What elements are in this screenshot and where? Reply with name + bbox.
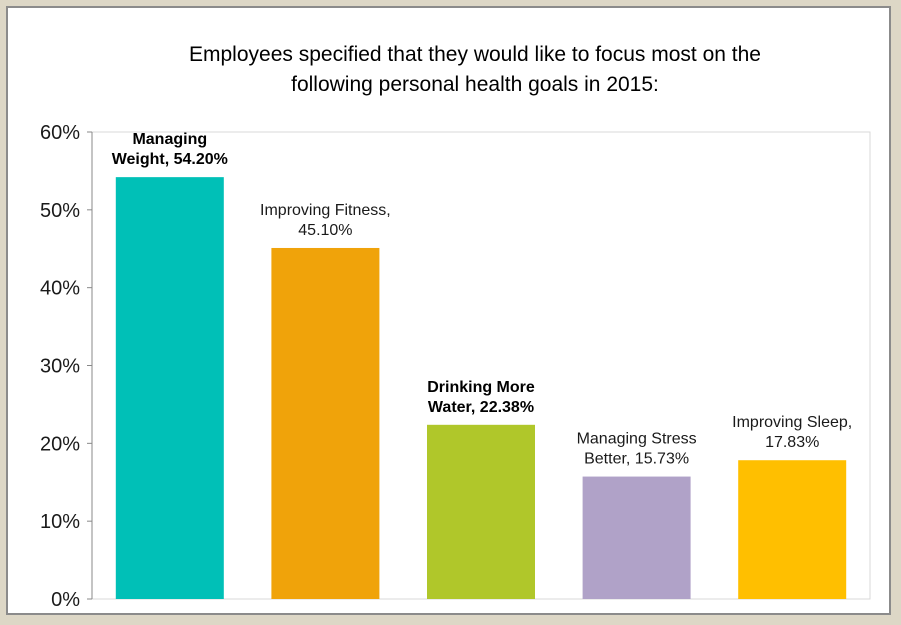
bar-chart: Employees specified that they would like… bbox=[40, 43, 871, 611]
data-label: Better, 15.73% bbox=[584, 451, 689, 468]
y-tick-label: 40% bbox=[40, 278, 80, 300]
data-label: 17.83% bbox=[765, 434, 819, 451]
bar-managing-weight bbox=[115, 177, 224, 600]
bars bbox=[115, 177, 847, 600]
bar-managing-stress-better bbox=[582, 476, 691, 599]
chart-title-line-2: following personal health goals in 2015: bbox=[291, 73, 659, 96]
data-label: Improving Fitness, bbox=[260, 202, 391, 219]
data-label: Managing Stress bbox=[577, 431, 697, 448]
y-tick-label: 10% bbox=[40, 511, 80, 533]
chart-title-line-1: Employees specified that they would like… bbox=[189, 43, 761, 66]
y-tick-label: 0% bbox=[51, 589, 80, 611]
y-tick-label: 30% bbox=[40, 356, 80, 378]
data-label: Managing bbox=[132, 131, 207, 148]
data-label: 45.10% bbox=[298, 222, 352, 239]
bar-drinking-more-water bbox=[427, 424, 535, 599]
data-label: Improving Sleep, bbox=[732, 414, 852, 431]
data-labels: Managing Weight, 54.20% Improving Fitness,… bbox=[112, 131, 853, 467]
data-label: Drinking More bbox=[427, 379, 535, 396]
data-label: Water, 22.38% bbox=[428, 399, 534, 416]
data-label: Weight, 54.20% bbox=[112, 151, 228, 168]
bar-improving-fitness bbox=[271, 247, 380, 599]
chart-frame: Employees specified that they would like… bbox=[6, 6, 891, 615]
bar-improving-sleep bbox=[738, 460, 847, 599]
y-tick-label: 20% bbox=[40, 433, 80, 455]
y-tick-label: 60% bbox=[40, 122, 80, 144]
y-tick-label: 50% bbox=[40, 200, 80, 222]
